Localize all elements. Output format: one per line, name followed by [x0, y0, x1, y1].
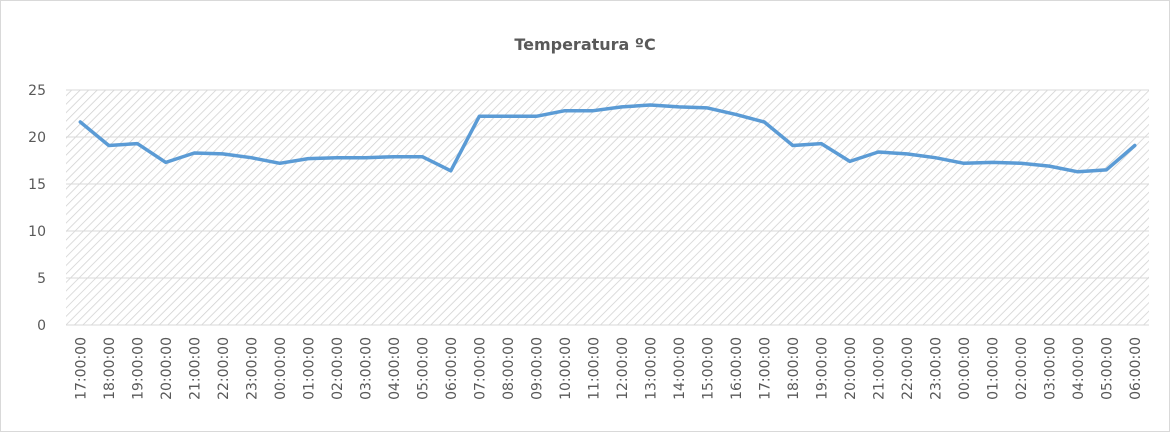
x-tick-label: 05:00:00	[1099, 337, 1115, 400]
x-tick-label: 13:00:00	[643, 337, 659, 400]
x-tick-label: 17:00:00	[757, 337, 773, 400]
x-tick-label: 22:00:00	[216, 337, 232, 400]
y-tick-label: 5	[37, 271, 46, 287]
x-tick-label: 20:00:00	[159, 337, 175, 400]
x-tick-label: 02:00:00	[330, 337, 346, 400]
plot-area	[66, 90, 1149, 325]
x-tick-label: 11:00:00	[586, 337, 602, 400]
x-tick-label: 03:00:00	[358, 337, 374, 400]
x-tick-label: 02:00:00	[1014, 337, 1030, 400]
x-tick-label: 10:00:00	[558, 337, 574, 400]
x-tick-label: 15:00:00	[700, 337, 716, 400]
x-tick-label: 03:00:00	[1042, 337, 1058, 400]
x-tick-label: 01:00:00	[985, 337, 1001, 400]
x-tick-label: 04:00:00	[387, 337, 403, 400]
x-tick-label: 06:00:00	[1128, 337, 1144, 400]
x-tick-label: 18:00:00	[102, 337, 118, 400]
x-tick-label: 16:00:00	[729, 337, 745, 400]
line-series	[78, 103, 1137, 174]
x-tick-label: 00:00:00	[957, 337, 973, 400]
x-tick-label: 17:00:00	[73, 337, 89, 400]
x-tick-label: 23:00:00	[244, 337, 260, 400]
x-tick-label: 07:00:00	[472, 337, 488, 400]
x-tick-label: 20:00:00	[843, 337, 859, 400]
x-tick-label: 21:00:00	[871, 337, 887, 400]
chart-title: Temperatura ºC	[514, 35, 655, 54]
y-tick-label: 0	[37, 318, 46, 334]
x-tick-label: 12:00:00	[615, 337, 631, 400]
x-tick-label: 14:00:00	[672, 337, 688, 400]
x-tick-label: 06:00:00	[444, 337, 460, 400]
x-tick-label: 19:00:00	[814, 337, 830, 400]
x-tick-label: 22:00:00	[900, 337, 916, 400]
x-tick-label: 09:00:00	[529, 337, 545, 400]
x-tick-label: 21:00:00	[187, 337, 203, 400]
x-tick-label: 04:00:00	[1071, 337, 1087, 400]
x-tick-label: 01:00:00	[301, 337, 317, 400]
y-tick-label: 25	[28, 83, 46, 99]
y-tick-label: 10	[28, 224, 46, 240]
x-tick-label: 19:00:00	[130, 337, 146, 400]
x-tick-label: 00:00:00	[273, 337, 289, 400]
y-tick-label: 20	[28, 130, 46, 146]
x-tick-label: 05:00:00	[415, 337, 431, 400]
x-tick-label: 23:00:00	[928, 337, 944, 400]
x-tick-label: 18:00:00	[786, 337, 802, 400]
y-tick-label: 15	[28, 177, 46, 193]
x-tick-label: 08:00:00	[501, 337, 517, 400]
